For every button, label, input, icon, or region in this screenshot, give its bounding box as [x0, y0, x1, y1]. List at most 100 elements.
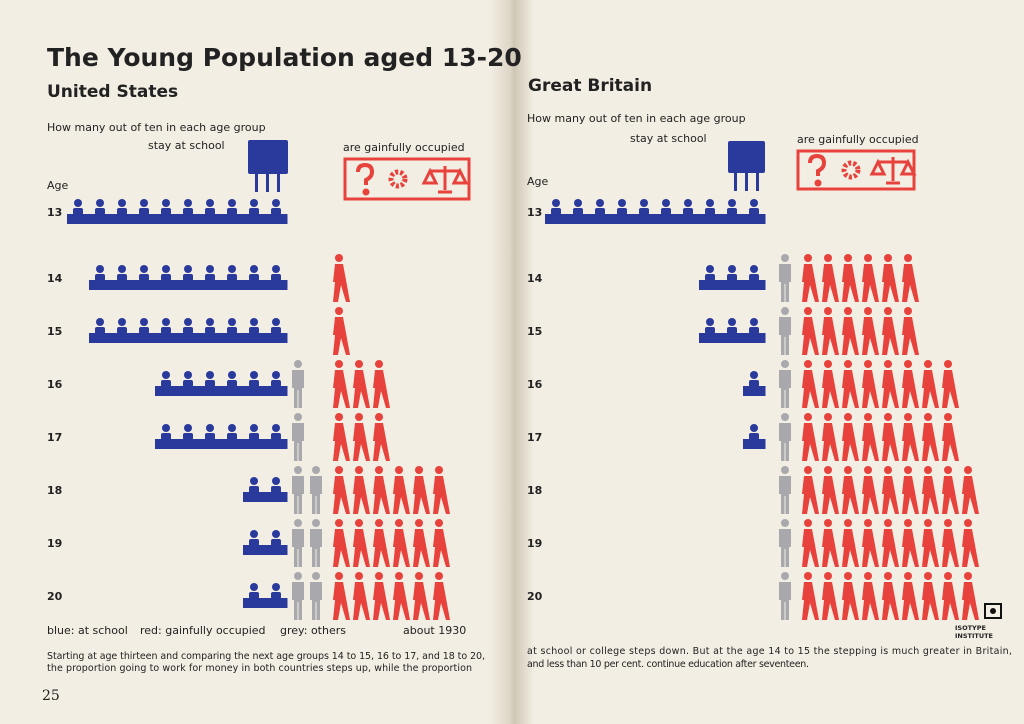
body — [373, 370, 390, 408]
head — [395, 466, 403, 474]
head — [250, 477, 258, 485]
head — [312, 572, 320, 580]
desk — [89, 333, 112, 343]
torso — [139, 208, 149, 215]
school-label: stay at school — [630, 132, 707, 145]
head — [824, 466, 832, 474]
torso — [227, 327, 237, 334]
body — [333, 264, 350, 302]
desk — [243, 439, 266, 449]
body — [353, 529, 370, 567]
body — [822, 423, 839, 461]
torso — [727, 274, 737, 281]
head — [272, 199, 280, 207]
desk — [743, 439, 766, 449]
head — [944, 466, 952, 474]
others-segment — [292, 572, 322, 620]
torso — [249, 592, 259, 599]
head — [250, 199, 258, 207]
head — [250, 583, 258, 591]
head — [272, 371, 280, 379]
head — [944, 572, 952, 580]
others-segment — [292, 360, 304, 408]
body — [822, 370, 839, 408]
head — [118, 318, 126, 326]
head — [162, 371, 170, 379]
occupied-segment — [333, 254, 350, 302]
age-label: 15 — [527, 325, 542, 338]
occupied-segment — [802, 519, 979, 567]
school-segment — [743, 371, 766, 396]
others-segment — [779, 360, 791, 408]
desk — [265, 333, 288, 343]
head — [206, 424, 214, 432]
body — [310, 476, 322, 514]
others-segment — [779, 307, 791, 355]
desk — [545, 214, 568, 224]
head — [864, 519, 872, 527]
torso — [271, 592, 281, 599]
age-label: 14 — [47, 272, 63, 285]
body — [882, 423, 899, 461]
torso — [705, 327, 715, 334]
torso — [117, 274, 127, 281]
torso — [271, 327, 281, 334]
desk — [155, 214, 178, 224]
others-segment — [292, 413, 304, 461]
head — [924, 572, 932, 580]
head — [206, 371, 214, 379]
torso — [73, 208, 83, 215]
head — [728, 265, 736, 273]
torso — [161, 208, 171, 215]
head — [140, 318, 148, 326]
head — [272, 424, 280, 432]
torso — [161, 380, 171, 387]
head — [228, 199, 236, 207]
head — [924, 360, 932, 368]
head — [162, 318, 170, 326]
body — [862, 529, 879, 567]
paragraph-line: Starting at age thirteen and comparing t… — [47, 651, 485, 662]
desk — [721, 214, 744, 224]
head — [904, 307, 912, 315]
head — [864, 254, 872, 262]
head — [228, 318, 236, 326]
body — [413, 582, 430, 620]
head — [162, 265, 170, 273]
body — [333, 317, 350, 355]
body — [333, 476, 350, 514]
head — [355, 360, 363, 368]
head — [864, 307, 872, 315]
occupied-segment — [802, 307, 919, 355]
desk — [133, 280, 156, 290]
school-segment — [243, 583, 288, 608]
logo-text: INSTITUTE — [955, 632, 993, 640]
torso — [95, 327, 105, 334]
head — [395, 519, 403, 527]
head — [844, 307, 852, 315]
torso — [161, 274, 171, 281]
school-segment — [89, 318, 288, 343]
body — [310, 582, 322, 620]
head — [750, 265, 758, 273]
body — [353, 423, 370, 461]
isotype-logo: ISOTYPE INSTITUTE — [955, 603, 1002, 640]
desk — [265, 545, 288, 555]
age-label: 20 — [47, 590, 63, 603]
head — [706, 318, 714, 326]
body — [842, 317, 859, 355]
head — [552, 199, 560, 207]
head — [824, 254, 832, 262]
body — [962, 529, 979, 567]
body — [292, 476, 304, 514]
head — [250, 424, 258, 432]
school-segment — [243, 530, 288, 555]
body — [942, 370, 959, 408]
head — [781, 360, 789, 368]
head — [804, 307, 812, 315]
desk — [265, 598, 288, 608]
torso — [227, 274, 237, 281]
head — [415, 572, 423, 580]
torso — [227, 208, 237, 215]
desk — [677, 214, 700, 224]
